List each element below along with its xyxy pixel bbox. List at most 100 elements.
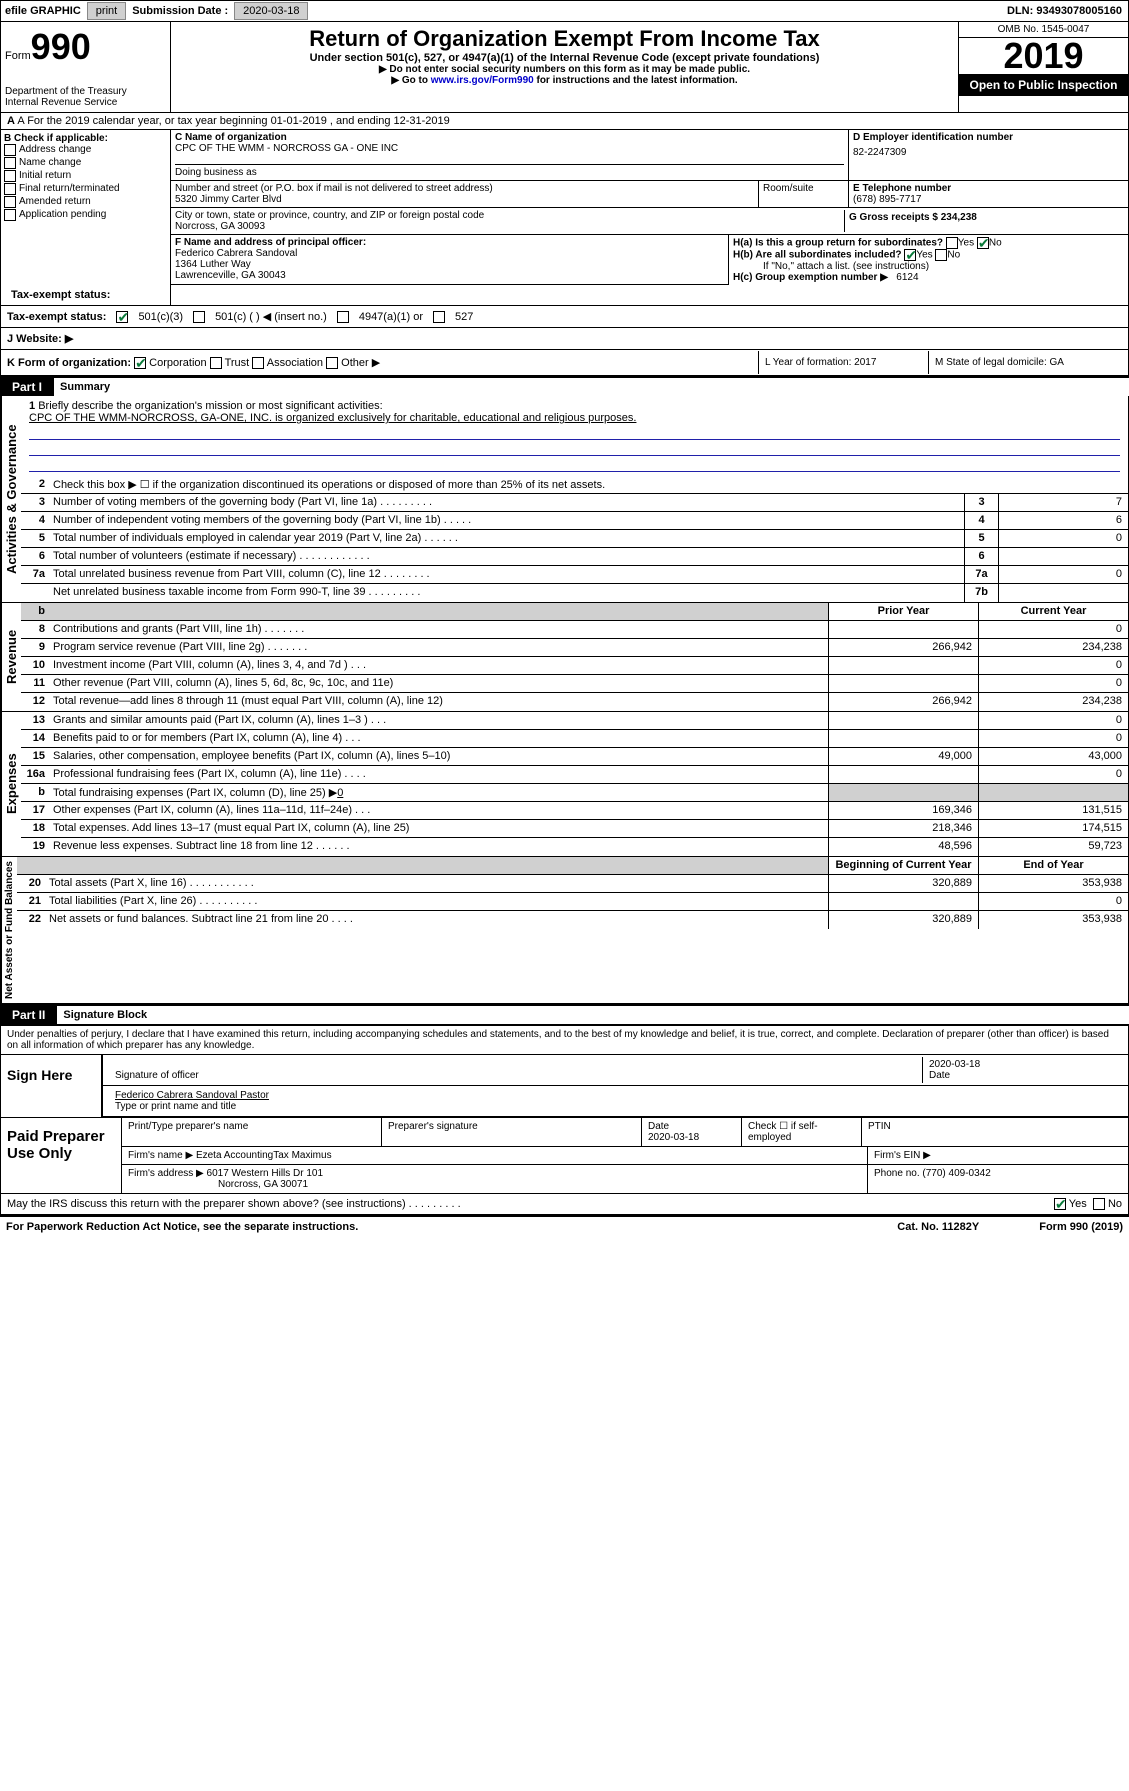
state-domicile: M State of legal domicile: GA (928, 351, 1128, 374)
dept-irs: Internal Revenue Service (5, 97, 166, 108)
exp-18c: 174,515 (978, 820, 1128, 837)
chk-amended[interactable] (4, 196, 16, 208)
submission-date: 2020-03-18 (234, 2, 308, 20)
year-formation: L Year of formation: 2017 (758, 351, 928, 374)
chk-final[interactable] (4, 183, 16, 195)
exp-17p: 169,346 (828, 802, 978, 819)
right-box: OMB No. 1545-0047 2019 Open to Public In… (958, 22, 1128, 112)
box-b: B Check if applicable: Address change Na… (1, 130, 171, 305)
sign-here: Sign Here (1, 1054, 101, 1117)
website-row: J Website: ▶ (0, 328, 1129, 350)
section-activities: Activities & Governance (1, 396, 21, 602)
net-22c: 353,938 (978, 911, 1128, 929)
status-label: Tax-exempt status: (7, 311, 106, 323)
chk-other[interactable] (326, 357, 338, 369)
ein-label: D Employer identification number (853, 132, 1124, 143)
rev-9c: 234,238 (978, 639, 1128, 656)
note-link: ▶ Go to www.irs.gov/Form990 for instruct… (179, 75, 950, 86)
exp-15c: 43,000 (978, 748, 1128, 765)
prep-date: 2020-03-18 (648, 1132, 699, 1143)
net-20c: 353,938 (978, 875, 1128, 892)
dba-label: Doing business as (175, 164, 844, 178)
chk-discuss-yes[interactable] (1054, 1198, 1066, 1210)
room-label: Room/suite (758, 181, 848, 207)
open-public: Open to Public Inspection (959, 74, 1128, 96)
exp-15p: 49,000 (828, 748, 978, 765)
discuss-row: May the IRS discuss this return with the… (0, 1194, 1129, 1215)
h-a: H(a) Is this a group return for subordin… (733, 237, 1124, 249)
chk-4947[interactable] (337, 311, 349, 323)
irs-link[interactable]: www.irs.gov/Form990 (431, 75, 534, 86)
sig-date: 2020-03-18 (929, 1059, 980, 1070)
rev-12c: 234,238 (978, 693, 1128, 711)
dept-treasury: Department of the Treasury (5, 86, 166, 97)
firm-addr2: Norcross, GA 30071 (128, 1179, 308, 1190)
chk-trust[interactable] (210, 357, 222, 369)
city-value: Norcross, GA 30093 (175, 221, 844, 232)
note-ssn: ▶ Do not enter social security numbers o… (179, 64, 950, 75)
h-c: H(c) Group exemption number ▶ 6124 (733, 272, 1124, 283)
chk-pending[interactable] (4, 209, 16, 221)
mission-text: CPC OF THE WMM-NORCROSS, GA-ONE, INC. is… (29, 412, 636, 424)
rev-9p: 266,942 (828, 639, 978, 656)
cat-no: Cat. No. 11282Y (897, 1221, 979, 1233)
chk-501c[interactable] (193, 311, 205, 323)
rev-8c: 0 (978, 621, 1128, 638)
tax-status-row: Tax-exempt status: 501(c)(3) 501(c) ( ) … (0, 306, 1129, 328)
form-title: Return of Organization Exempt From Incom… (179, 26, 950, 52)
submission-label: Submission Date : (128, 5, 232, 17)
exp-18p: 218,346 (828, 820, 978, 837)
firm-addr1: 6017 Western Hills Dr 101 (207, 1168, 324, 1179)
chk-discuss-no[interactable] (1093, 1198, 1105, 1210)
exp-17c: 131,515 (978, 802, 1128, 819)
chk-assoc[interactable] (252, 357, 264, 369)
val-3: 7 (998, 494, 1128, 511)
chk-initial[interactable] (4, 170, 16, 182)
val-5: 0 (998, 530, 1128, 547)
part2-header: Part II (0, 1006, 57, 1024)
org-name: CPC OF THE WMM - NORCROSS GA - ONE INC (175, 143, 844, 154)
perjury-text: Under penalties of perjury, I declare th… (1, 1026, 1128, 1054)
chk-527[interactable] (433, 311, 445, 323)
form-subtitle: Under section 501(c), 527, or 4947(a)(1)… (179, 52, 950, 64)
part2-title: Signature Block (63, 1007, 147, 1023)
part1-title: Summary (60, 379, 110, 395)
paperwork-notice: For Paperwork Reduction Act Notice, see … (6, 1221, 358, 1233)
tel-label: E Telephone number (853, 183, 1124, 194)
net-20p: 320,889 (828, 875, 978, 892)
box-c-label: C Name of organization (175, 132, 844, 143)
officer-name: Federico Cabrera Sandoval (175, 248, 724, 259)
section-net: Net Assets or Fund Balances (1, 857, 17, 1003)
val-6 (998, 548, 1128, 565)
title-box: Return of Organization Exempt From Incom… (171, 22, 958, 112)
tel-value: (678) 895-7717 (853, 194, 1124, 205)
street-address: 5320 Jimmy Carter Blvd (175, 194, 754, 205)
net-22p: 320,889 (828, 911, 978, 929)
top-bar: efile GRAPHIC print Submission Date : 20… (0, 0, 1129, 22)
val-4: 6 (998, 512, 1128, 529)
line-a: A A For the 2019 calendar year, or tax y… (0, 113, 1129, 130)
tax-year: 2019 (959, 38, 1128, 74)
ein-value: 82-2247309 (853, 147, 1124, 158)
gross-receipts: G Gross receipts $ 234,238 (844, 210, 1124, 232)
exp-19p: 48,596 (828, 838, 978, 856)
exp-19c: 59,723 (978, 838, 1128, 856)
form-box: Form990 Department of the Treasury Inter… (1, 22, 171, 112)
dln: DLN: 93493078005160 (1007, 5, 1128, 17)
paid-preparer: Paid Preparer Use Only (1, 1118, 121, 1193)
officer-sig-name: Federico Cabrera Sandoval Pastor (115, 1090, 269, 1101)
part1-header: Part I (0, 378, 54, 396)
val-7b (998, 584, 1128, 602)
h-b: H(b) Are all subordinates included? Yes … (733, 249, 1124, 261)
form-org: K Form of organization: Corporation Trus… (1, 350, 758, 375)
section-expenses: Expenses (1, 712, 21, 856)
firm-phone: (770) 409-0342 (922, 1168, 990, 1179)
efile-label: efile GRAPHIC (1, 5, 85, 17)
section-revenue: Revenue (1, 603, 21, 711)
chk-501c3[interactable] (116, 311, 128, 323)
chk-corp[interactable] (134, 357, 146, 369)
firm-name: Ezeta AccountingTax Maximus (196, 1150, 332, 1161)
chk-address[interactable] (4, 144, 16, 156)
chk-name[interactable] (4, 157, 16, 169)
print-button[interactable]: print (87, 2, 126, 20)
